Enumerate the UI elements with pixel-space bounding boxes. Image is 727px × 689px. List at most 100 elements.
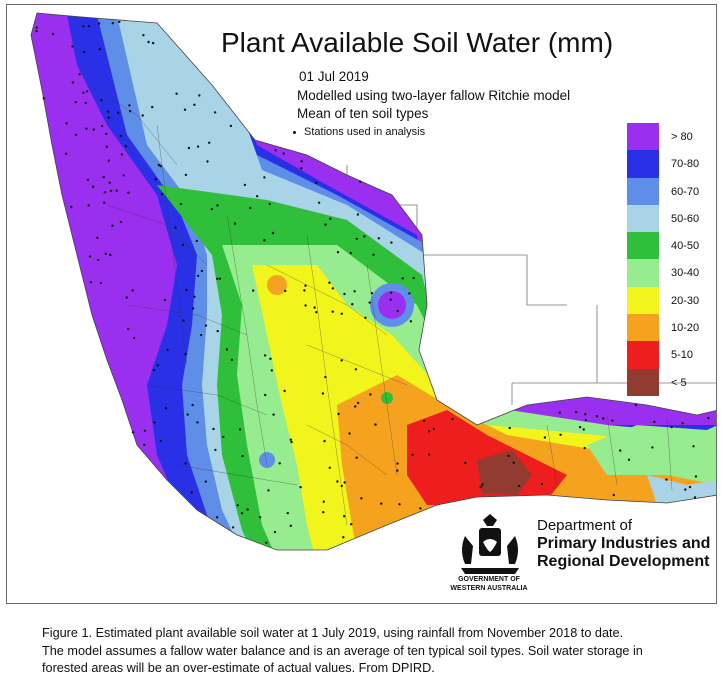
station-dot — [105, 145, 108, 148]
station-dot — [627, 458, 631, 461]
caption-line2: The model assumes a fallow water balance… — [42, 643, 643, 658]
station-dot — [317, 201, 321, 204]
station-dot — [35, 29, 38, 33]
station-dot — [74, 101, 77, 104]
station-dot — [91, 185, 95, 188]
station-dot — [269, 357, 272, 360]
station-dot — [92, 128, 95, 131]
legend-swatch — [627, 150, 659, 178]
station-dot — [109, 253, 112, 257]
station-dot — [85, 127, 88, 130]
station-dot — [196, 274, 200, 277]
station-dot — [120, 153, 124, 156]
station-dot — [187, 146, 191, 150]
station-dot — [99, 281, 103, 285]
station-dot — [103, 191, 107, 194]
station-dot — [182, 319, 185, 322]
station-dot — [342, 536, 345, 539]
station-dot — [612, 493, 615, 497]
coastline — [30, 12, 716, 551]
station-dot — [389, 291, 393, 294]
station-dot — [271, 231, 275, 235]
station-dot — [111, 224, 114, 227]
station-dot — [216, 329, 219, 333]
station-dot — [159, 165, 162, 168]
station-dot — [153, 421, 156, 424]
station-dot — [575, 411, 578, 414]
gov-line2: WESTERN AUSTRALIA — [450, 585, 528, 592]
station-dot — [401, 277, 404, 280]
station-dot — [128, 104, 131, 107]
legend-label: 20-30 — [671, 294, 700, 307]
station-dot — [65, 152, 68, 155]
station-dot — [204, 324, 208, 327]
station-dot — [278, 462, 281, 465]
station-dot — [252, 289, 255, 292]
station-dot — [124, 145, 128, 148]
station-dot — [374, 423, 377, 426]
station-dot-icon — [293, 130, 296, 134]
legend-swatch — [627, 177, 659, 205]
station-dot — [356, 213, 360, 216]
station-dot — [97, 258, 100, 262]
station-dot — [681, 422, 684, 425]
station-dot — [398, 503, 401, 506]
station-dot — [432, 427, 435, 431]
station-dot — [343, 481, 346, 484]
station-dot — [157, 163, 161, 167]
station-dot — [340, 312, 343, 315]
station-dot — [322, 500, 325, 503]
station-dot — [611, 419, 614, 422]
station-dot — [289, 524, 292, 527]
station-dot — [196, 145, 200, 148]
station-dot — [186, 413, 189, 416]
station-dot — [243, 183, 247, 187]
station-dot — [321, 392, 325, 395]
station-dot — [464, 461, 467, 465]
station-dot — [265, 541, 268, 544]
station-dot — [100, 99, 103, 102]
station-dot — [356, 401, 360, 405]
station-dot — [396, 309, 399, 313]
station-dot — [368, 301, 371, 304]
station-dot — [396, 469, 399, 472]
station-dot — [110, 189, 113, 192]
stations-label: Stations used in analysis — [304, 126, 426, 138]
station-dot — [263, 239, 266, 242]
station-dots — [35, 20, 710, 544]
station-dot — [283, 389, 286, 393]
station-dot — [88, 255, 92, 258]
station-dot — [324, 375, 327, 379]
station-dot — [653, 420, 656, 423]
station-dot — [256, 195, 259, 198]
station-dot — [408, 292, 411, 295]
station-dot — [107, 159, 111, 162]
station-dot — [127, 191, 130, 194]
station-dot — [215, 516, 219, 519]
station-dot — [360, 497, 363, 500]
station-dot — [71, 81, 75, 84]
station-dot — [87, 204, 90, 207]
caption-line3: forested areas will be an over-estimate … — [42, 661, 435, 675]
station-dot — [263, 176, 266, 179]
station-dot — [372, 253, 375, 256]
station-dot — [210, 207, 214, 211]
legend-label: 40-50 — [671, 240, 700, 253]
station-dot — [508, 426, 511, 430]
station-dot — [246, 508, 249, 511]
station-dot — [184, 173, 188, 177]
station-dot — [380, 502, 383, 505]
station-dot — [233, 222, 237, 225]
station-dot — [343, 515, 346, 518]
station-dot — [175, 92, 178, 95]
station-dot — [300, 167, 303, 170]
station-dot — [336, 251, 340, 254]
station-dot — [558, 411, 561, 414]
station-dot — [304, 284, 307, 287]
station-dot — [692, 445, 695, 448]
station-dot — [159, 439, 163, 443]
station-dot — [240, 512, 244, 515]
station-dot — [411, 453, 414, 457]
station-dot — [166, 348, 169, 352]
station-dot — [634, 403, 638, 406]
